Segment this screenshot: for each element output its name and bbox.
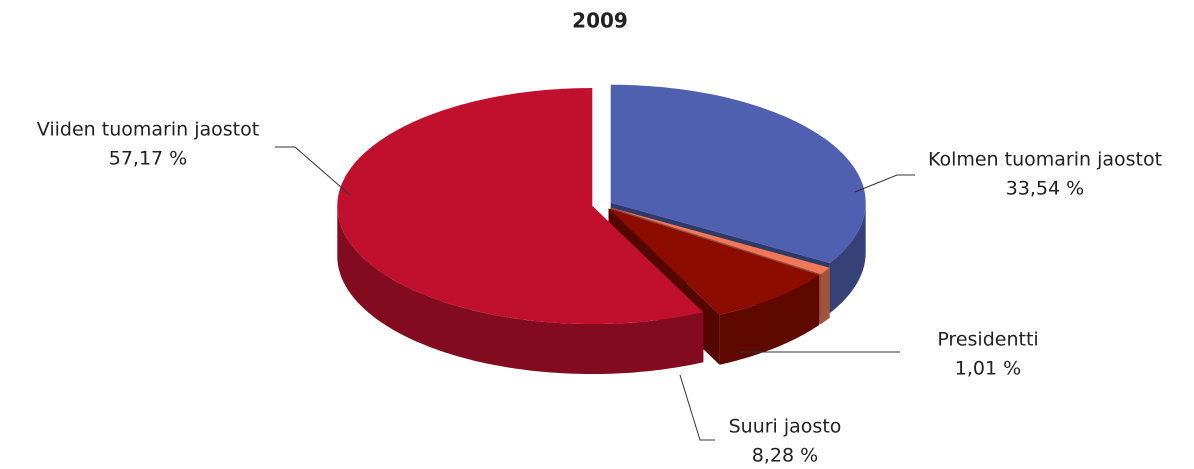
slice xyxy=(610,207,830,275)
slice-wall xyxy=(337,206,704,374)
leader-line xyxy=(275,146,351,196)
slice-value-label: 8,28 % xyxy=(752,445,818,466)
slice xyxy=(610,84,866,263)
leader-line xyxy=(679,374,715,441)
slice-value-label: 33,54 % xyxy=(1006,178,1085,200)
slice xyxy=(608,208,819,315)
slice-label: Viiden tuomarin jaostot xyxy=(37,119,259,141)
chart-title: 2009 xyxy=(572,9,628,33)
slice xyxy=(337,88,704,324)
slice-label: Presidentti xyxy=(937,329,1038,351)
leader-line xyxy=(854,174,915,193)
slice-label: Suuri jaosto xyxy=(729,416,842,438)
slice-value-label: 1,01 % xyxy=(955,358,1021,380)
slice-wall xyxy=(829,202,866,313)
slice-wall xyxy=(820,267,830,325)
slice-value-label: 57,17 % xyxy=(109,148,188,170)
slice-wall xyxy=(719,275,819,365)
slice-label: Kolmen tuomarin jaostot xyxy=(928,149,1162,171)
